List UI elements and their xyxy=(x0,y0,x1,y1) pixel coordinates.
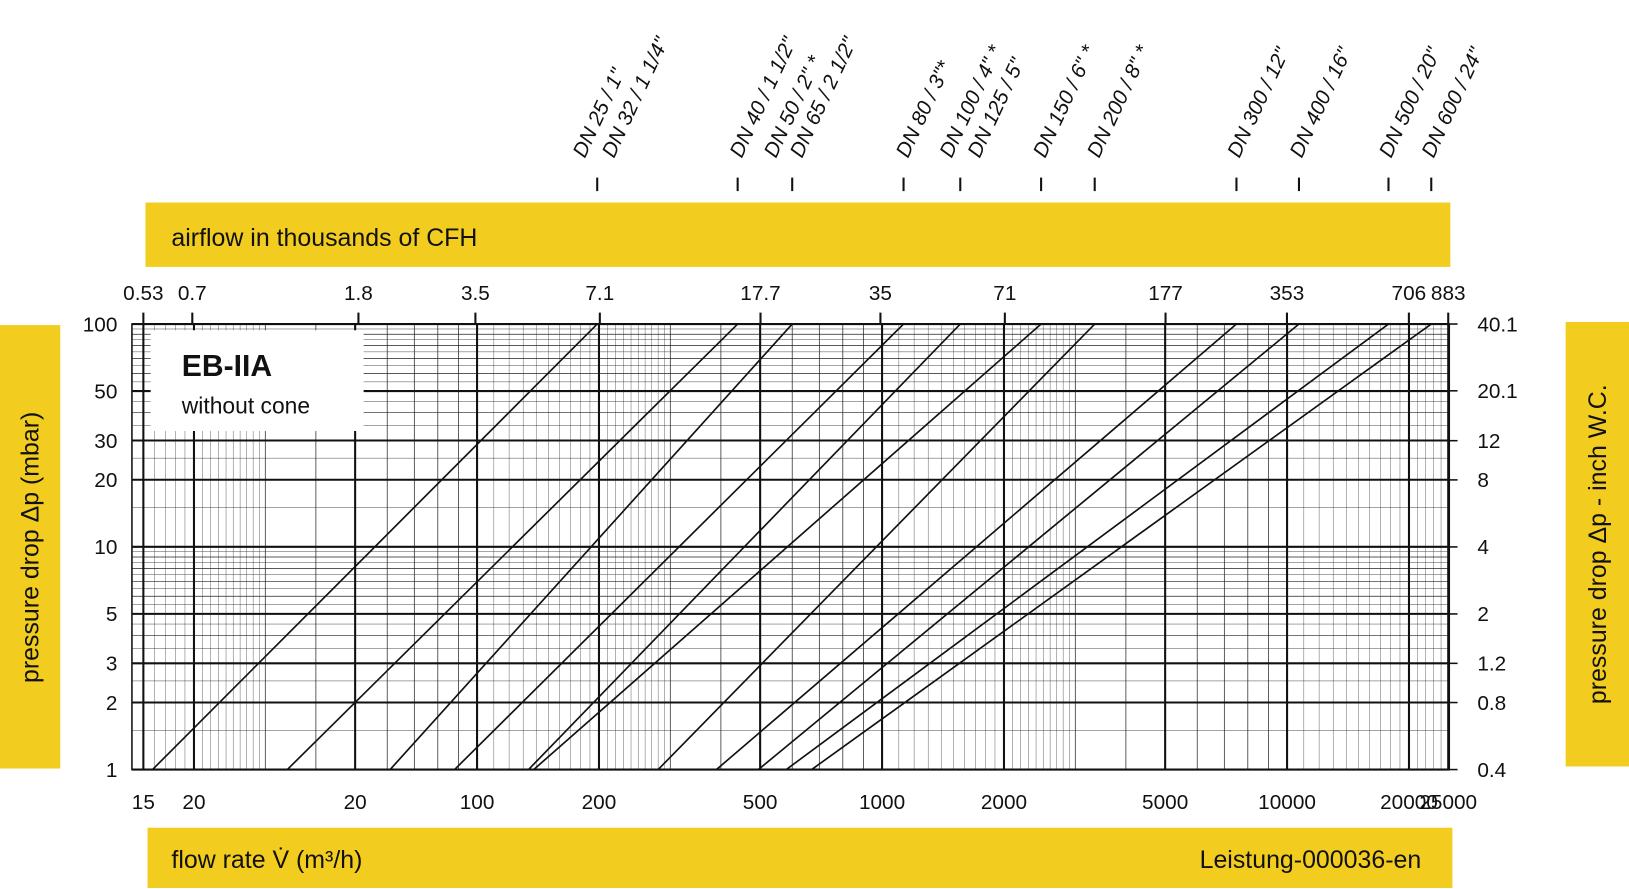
x-tick-label: 2000 xyxy=(981,791,1027,814)
x-tick-label: 200 xyxy=(582,791,617,814)
y2-axis-label: pressure drop Δp - inch W.C. xyxy=(1584,384,1612,704)
x-tick-label: 1000 xyxy=(859,791,905,814)
left-band xyxy=(0,325,61,769)
x2-tick-label: 0.53 xyxy=(123,282,163,305)
y2-tick-label: 20.1 xyxy=(1477,380,1517,403)
x2-tick-label: 177 xyxy=(1148,282,1183,305)
y2-tick-label: 8 xyxy=(1477,469,1489,492)
pipe-label: DN 400 / 16" xyxy=(1285,43,1356,161)
y-tick-label: 20 xyxy=(94,469,117,492)
flow-line xyxy=(533,323,1042,771)
x-tick-label: 25000 xyxy=(1419,791,1477,814)
flow-line xyxy=(527,323,961,771)
chart-subtitle: without cone xyxy=(181,392,310,418)
flow-line xyxy=(453,323,905,771)
y-tick-label: 3 xyxy=(106,653,118,676)
x2-tick-label: 883 xyxy=(1431,282,1466,305)
x-tick-label: 5000 xyxy=(1142,791,1188,814)
flow-line xyxy=(785,323,1389,771)
y2-tick-label: 1.2 xyxy=(1477,653,1506,676)
y2-tick-label: 12 xyxy=(1477,430,1500,453)
y2-tick-label: 0.4 xyxy=(1477,759,1506,782)
x2-tick-label: 17.7 xyxy=(740,282,780,305)
x2-tick-label: 1.8 xyxy=(344,282,373,305)
x-tick-label: 20 xyxy=(182,791,205,814)
y-tick-label: 50 xyxy=(94,380,117,403)
flow-line xyxy=(657,323,1096,771)
x-tick-label: 10000 xyxy=(1258,791,1316,814)
grid xyxy=(131,322,1450,771)
flow-line xyxy=(389,323,793,771)
title-box xyxy=(150,330,364,431)
flow-line xyxy=(286,323,739,771)
right-band xyxy=(1565,321,1629,767)
x-tick-label: 500 xyxy=(743,791,778,814)
x-tick-label: 15 xyxy=(132,791,155,814)
chart-title: EB-IIA xyxy=(182,350,272,383)
y-tick-label: 100 xyxy=(83,313,118,336)
flow-line xyxy=(811,323,1432,771)
x-tick-label: 20 xyxy=(344,791,367,814)
y2-tick-label: 0.8 xyxy=(1477,692,1506,715)
flow-line xyxy=(151,323,598,771)
x2-tick-label: 0.7 xyxy=(178,282,207,305)
y-tick-label: 2 xyxy=(106,692,118,715)
x2-axis-label: airflow in thousands of CFH xyxy=(171,224,477,252)
y-tick-label: 10 xyxy=(94,536,117,559)
x2-tick-label: 3.5 xyxy=(461,282,490,305)
x-tick-label: 20000 xyxy=(1380,791,1438,814)
y2-tick-label: 40.1 xyxy=(1477,313,1517,336)
top-band xyxy=(145,202,1451,267)
x2-tick-label: 71 xyxy=(993,282,1016,305)
y-tick-label: 30 xyxy=(94,430,117,453)
x2-tick-label: 7.1 xyxy=(585,282,614,305)
pipe-label: DN 300 / 12" xyxy=(1223,43,1294,161)
y2-tick-label: 2 xyxy=(1477,603,1489,626)
x2-tick-label: 706 xyxy=(1392,282,1427,305)
x2-tick-label: 353 xyxy=(1270,282,1305,305)
flow-line xyxy=(757,323,1300,771)
x-tick-label: 100 xyxy=(460,791,495,814)
y-tick-label: 5 xyxy=(106,603,118,626)
lines xyxy=(151,323,1432,771)
bottom-band xyxy=(147,827,1453,888)
flow-line xyxy=(715,323,1238,771)
y-tick-label: 1 xyxy=(106,759,118,782)
y2-tick-label: 4 xyxy=(1477,536,1489,559)
x-axis-label: flow rate V̇ (m³/h) xyxy=(171,845,362,874)
footnote: Leistung-000036-en xyxy=(1200,846,1422,874)
y-axis-label: pressure drop Δp (mbar) xyxy=(16,412,44,683)
x2-tick-label: 35 xyxy=(869,282,892,305)
